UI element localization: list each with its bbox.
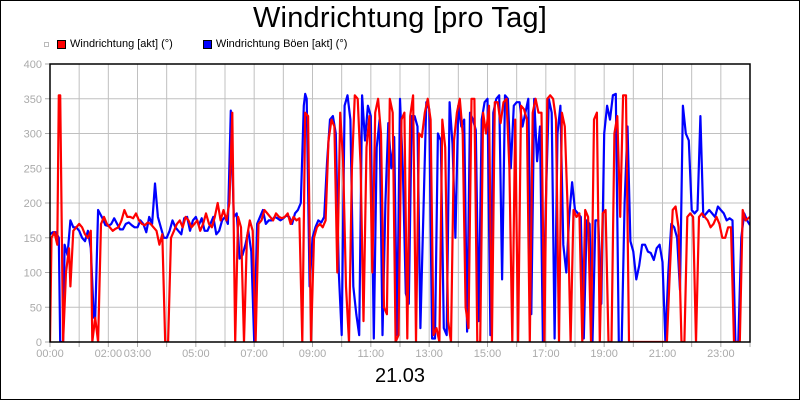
plot-border: [49, 63, 751, 343]
date-label: 21.03: [374, 365, 426, 387]
y-tick-label: 300: [24, 129, 42, 141]
legend-item-windrichtung[interactable]: Windrichtung [akt] (°): [57, 38, 173, 50]
legend-item-windrichtung-boeen[interactable]: Windrichtung Böen [akt] (°): [202, 38, 348, 50]
y-tick-label: 250: [24, 163, 42, 175]
y-tick-label: 50: [30, 302, 42, 314]
x-tick-label: 23:00: [707, 348, 735, 360]
x-tick-label: 11:00: [357, 348, 384, 360]
chart-legend: Windrichtung [akt] (°) Windrichtung Böen…: [44, 38, 377, 50]
x-tick-label: 13:00: [415, 348, 443, 360]
legend-label: Windrichtung [akt] (°): [70, 38, 173, 50]
x-tick-label: 03:00: [124, 348, 152, 360]
x-tick-label: 19:00: [590, 348, 618, 360]
y-tick-label: 350: [24, 94, 42, 106]
x-tick-label: 17:00: [532, 348, 560, 360]
y-tick-label: 100: [24, 268, 42, 280]
legend-swatch-blue: [202, 39, 212, 49]
x-tick-label: 21:00: [649, 348, 677, 360]
y-tick-label: 150: [24, 233, 42, 245]
x-tick-label: 09:00: [299, 348, 327, 360]
chart-title: Windrichtung [pro Tag]: [252, 2, 548, 34]
legend-toggle-icon[interactable]: [44, 41, 49, 47]
legend-label: Windrichtung Böen [akt] (°): [215, 38, 348, 50]
y-axis: 0 50 100 150 200 250 300 350 400: [24, 59, 50, 349]
y-tick-label: 200: [24, 198, 42, 210]
x-tick-label: 02:00: [95, 348, 123, 360]
y-tick-label: 0: [36, 337, 42, 349]
y-tick-label: 400: [24, 59, 42, 71]
x-tick-label: 15:00: [474, 348, 502, 360]
x-tick-label: 05:00: [182, 348, 210, 360]
x-tick-label: 00:00: [36, 348, 64, 360]
x-axis: 00:00 02:00 03:00 05:00 07:00 09:00 11:00 13:00…: [36, 342, 751, 360]
legend-swatch-red: [57, 39, 66, 49]
series-windrichtung-line: [50, 94, 750, 342]
x-tick-label: 07:00: [240, 348, 268, 360]
series-boeen-line: [50, 92, 750, 342]
